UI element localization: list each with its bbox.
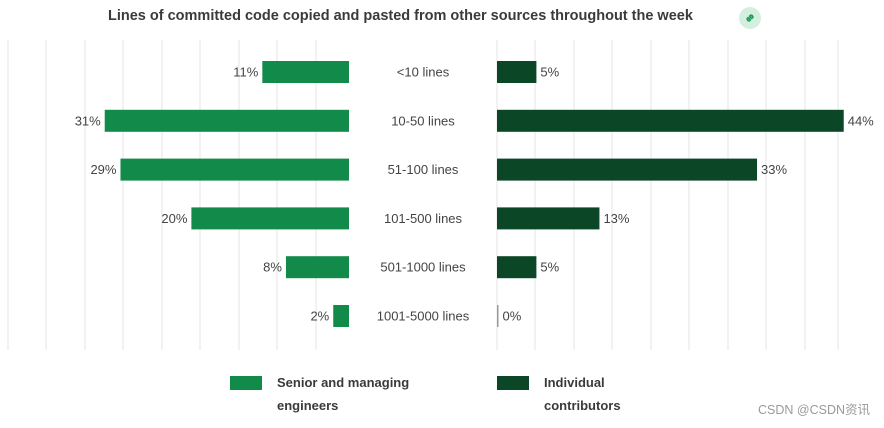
bar-senior	[262, 61, 349, 83]
link-icon-glyph	[746, 14, 754, 22]
bar-individual	[497, 207, 600, 230]
legend-senior-label: Senior and managing engineers	[277, 371, 437, 417]
legend-senior: Senior and managing engineers	[230, 374, 437, 417]
data-label-individual: 44%	[848, 113, 874, 128]
gridlines	[7, 40, 839, 350]
labels: <10 lines 11% 5% 10-50 lines 31% 44% 51-100 li…	[75, 65, 874, 324]
data-label-senior: 29%	[90, 162, 116, 177]
bar-senior	[120, 158, 349, 181]
category-label: 501-1000 lines	[380, 260, 466, 275]
data-label-senior: 20%	[161, 211, 187, 226]
bars	[104, 61, 844, 327]
bar-senior	[104, 109, 349, 132]
data-label-senior: 11%	[233, 65, 258, 80]
category-label: 101-500 lines	[384, 211, 463, 226]
data-label-individual: 5%	[540, 260, 559, 275]
legend-individual-label: Individual contributors	[544, 371, 704, 417]
data-label-senior: 8%	[263, 260, 282, 275]
legend-individual-swatch	[497, 376, 529, 390]
bar-individual	[497, 305, 499, 327]
category-label: 51-100 lines	[388, 162, 459, 177]
link-icon[interactable]	[739, 7, 761, 29]
butterfly-bar-chart: <10 lines 11% 5% 10-50 lines 31% 44% 51-100 li…	[7, 40, 874, 350]
data-label-individual: 13%	[603, 211, 629, 226]
chart-title: Lines of committed code copied and paste…	[108, 8, 693, 24]
data-label-senior: 2%	[310, 309, 329, 324]
legend-individual: Individual contributors	[497, 374, 704, 417]
legend-senior-line2: engineers	[277, 398, 339, 413]
data-label-senior: 31%	[75, 113, 101, 128]
data-label-individual: 0%	[503, 309, 522, 324]
watermark: CSDN @CSDN资讯	[758, 403, 870, 417]
bar-individual	[497, 61, 537, 83]
category-label: 1001-5000 lines	[377, 309, 470, 324]
category-label: 10-50 lines	[391, 113, 455, 128]
legend-individual-line1: Individual	[544, 375, 605, 390]
data-label-individual: 5%	[540, 65, 559, 80]
data-label-individual: 33%	[761, 162, 787, 177]
bar-individual	[497, 158, 758, 181]
bar-individual	[497, 109, 844, 132]
bar-individual	[497, 256, 537, 279]
bar-senior	[333, 305, 349, 327]
category-label: <10 lines	[397, 65, 450, 80]
legend-senior-line1: Senior and managing	[277, 375, 410, 390]
bar-senior	[285, 256, 349, 279]
legend-individual-line2: contributors	[544, 398, 621, 413]
legend-senior-swatch	[230, 376, 262, 390]
bar-senior	[191, 207, 349, 230]
